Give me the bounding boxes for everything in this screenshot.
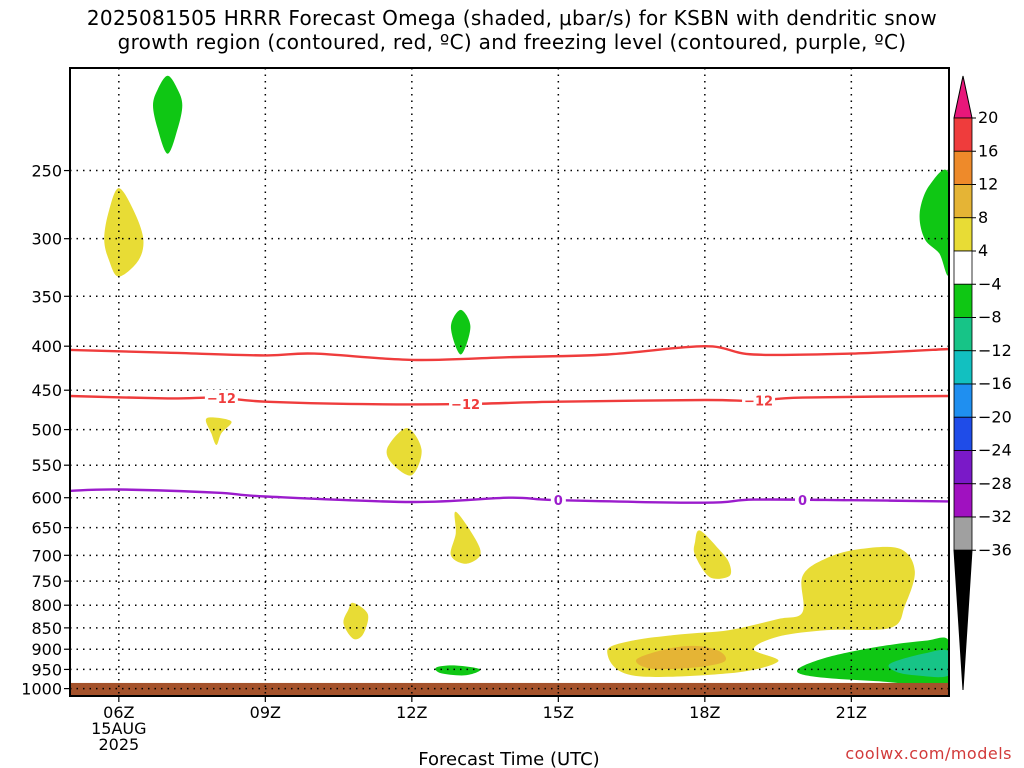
- contour-line-2: [70, 394, 949, 406]
- y-tick-label-250: 250: [31, 162, 62, 181]
- x-date-label-1: 15AUG: [91, 719, 146, 738]
- ground-surface: [70, 682, 949, 696]
- colorbar-segment-10: [953, 416, 973, 451]
- colorbar-bottom-arrow: [953, 549, 973, 691]
- colorbar-segment-12: [953, 483, 973, 518]
- colorbar-segment-7: [953, 317, 973, 352]
- y-tick-label-700: 700: [31, 546, 62, 565]
- omega-region-7: [450, 511, 481, 564]
- x-tick-label-18Z: 18Z: [689, 703, 720, 722]
- colorbar-label-6: −4: [978, 274, 1002, 293]
- x-tick-label-21Z: 21Z: [836, 703, 867, 722]
- below-ground-layer: [70, 682, 949, 696]
- omega-shaded-regions: [104, 75, 949, 686]
- contour-line-1: [70, 344, 949, 362]
- temperature-contours: −12 −12 −12 0 0: [70, 344, 949, 509]
- omega-region-8: [693, 530, 732, 579]
- contour-label-3-1: 0: [554, 494, 563, 509]
- omega-region-14: [888, 649, 949, 678]
- colorbar-label-2: 16: [978, 141, 998, 160]
- omega-region-3: [919, 169, 949, 276]
- colorbar-segment-1: [953, 117, 973, 152]
- x-tick-label-12Z: 12Z: [396, 703, 427, 722]
- x-date-label-2: 2025: [98, 735, 139, 754]
- pressure-axis: 250 300 350 400 450 500 550 600 650 700 750 800 850 9…: [21, 162, 70, 699]
- omega-region-12: [636, 645, 727, 670]
- omega-region-4: [450, 309, 471, 355]
- x-tick-label-15Z: 15Z: [543, 703, 574, 722]
- colorbar-segment-3: [953, 184, 973, 219]
- colorbar-label-10: −20: [978, 407, 1012, 426]
- y-tick-label-650: 650: [31, 519, 62, 538]
- x-tick-label-06Z: 06Z: [103, 703, 134, 722]
- colorbar-label-8: −12: [978, 341, 1012, 360]
- y-tick-label-550: 550: [31, 456, 62, 475]
- omega-region-5: [205, 417, 232, 446]
- colorbar-segment-6: [953, 283, 973, 318]
- contour-label-bg: [742, 392, 776, 409]
- omega-region-1: [153, 75, 183, 154]
- colorbar-label-4: 8: [978, 208, 988, 227]
- y-tick-label-300: 300: [31, 230, 62, 249]
- omega-region-10: [435, 665, 481, 676]
- plot-frame: [69, 67, 950, 697]
- colorbar-label-9: −16: [978, 374, 1012, 393]
- contour-label-bg: [795, 491, 810, 508]
- omega-region-9: [343, 602, 369, 640]
- contour-label-3-2: 0: [798, 494, 807, 509]
- y-tick-label-800: 800: [31, 596, 62, 615]
- contour-label-bg: [449, 395, 483, 412]
- colorbar-label-1: 20: [978, 108, 998, 127]
- y-tick-label-750: 750: [31, 572, 62, 591]
- y-tick-label-900: 900: [31, 640, 62, 659]
- colorbar-label-7: −8: [978, 308, 1002, 327]
- colorbar-segment-5: [953, 250, 973, 285]
- contour-label-2-2: −12: [451, 398, 480, 413]
- colorbar-label-3: 12: [978, 175, 998, 194]
- y-tick-label-600: 600: [31, 489, 62, 508]
- colorbar-segment-11: [953, 450, 973, 485]
- contour-label-bg: [550, 492, 566, 509]
- y-tick-label-850: 850: [31, 619, 62, 638]
- y-tick-label-500: 500: [31, 421, 62, 440]
- contour-label-2-3: −12: [744, 395, 773, 410]
- colorbar-segment-13: [953, 516, 973, 551]
- colorbar-label-13: −32: [978, 507, 1012, 526]
- colorbar-label-12: −28: [978, 474, 1012, 493]
- omega-region-11: [607, 546, 915, 677]
- contour-line-3: [70, 488, 949, 504]
- colorbar-label-11: −24: [978, 441, 1012, 460]
- title-line-1: 2025081505 HRRR Forecast Omega (shaded, …: [86, 6, 938, 30]
- omega-region-6: [386, 428, 422, 476]
- y-tick-label-400: 400: [31, 337, 62, 356]
- colorbar-label-5: 4: [978, 241, 988, 260]
- colorbar: 20 16 12 8 4 −4 −8 −12 −16 −20 −24 −28 −32 −36: [953, 75, 1012, 691]
- y-tick-label-950: 950: [31, 660, 62, 679]
- website-credit: coolwx.com/models: [845, 744, 1012, 763]
- plot-grid: [70, 68, 949, 696]
- colorbar-segment-2: [953, 150, 973, 185]
- chart-title: 2025081505 HRRR Forecast Omega (shaded, …: [0, 6, 1024, 54]
- contour-label-2-1: −12: [207, 392, 236, 407]
- title-line-2: growth region (contoured, red, ºC) and f…: [117, 30, 907, 54]
- x-axis-title: Forecast Time (UTC): [418, 749, 599, 768]
- omega-region-2: [104, 188, 144, 277]
- y-tick-label-1000: 1000: [21, 680, 62, 699]
- contour-label-bg: [204, 390, 238, 407]
- x-tick-label-09Z: 09Z: [250, 703, 281, 722]
- colorbar-segment-8: [953, 350, 973, 385]
- colorbar-label-14: −36: [978, 540, 1012, 559]
- colorbar-segment-4: [953, 217, 973, 252]
- y-tick-label-350: 350: [31, 287, 62, 306]
- y-tick-label-450: 450: [31, 381, 62, 400]
- colorbar-segment-9: [953, 383, 973, 418]
- colorbar-top-arrow: [953, 75, 973, 119]
